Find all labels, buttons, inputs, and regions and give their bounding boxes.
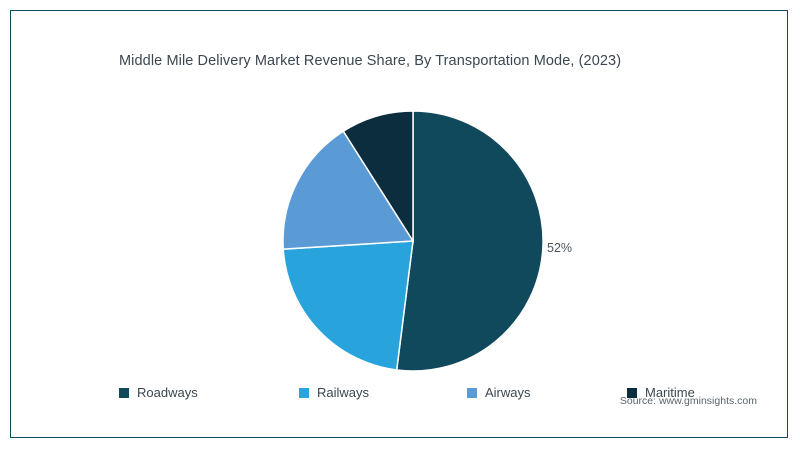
- slice-value-label: 52%: [547, 241, 573, 255]
- legend-label: Railways: [317, 385, 370, 400]
- pie-svg: [282, 110, 544, 372]
- chart-legend: Roadways Railways Airways Maritime: [119, 385, 719, 405]
- legend-swatch-icon: [119, 387, 129, 398]
- legend-item-roadways[interactable]: Roadways: [119, 385, 198, 400]
- legend-label: Roadways: [137, 385, 198, 400]
- legend-swatch-icon: [299, 387, 309, 398]
- pie-slice-roadways[interactable]: [395, 110, 544, 372]
- legend-item-railways[interactable]: Railways: [299, 385, 369, 400]
- pie-chart: [281, 109, 545, 373]
- chart-title: Middle Mile Delivery Market Revenue Shar…: [119, 53, 622, 69]
- legend-label: Airways: [485, 385, 531, 400]
- legend-swatch-icon: [467, 387, 477, 398]
- legend-item-maritime[interactable]: Maritime: [627, 385, 695, 400]
- legend-label: Maritime: [645, 385, 695, 400]
- pie-slice-maritime[interactable]: [342, 110, 414, 244]
- pie-slice-railways[interactable]: [282, 240, 414, 371]
- legend-swatch-icon: [627, 387, 637, 398]
- chart-frame: Middle Mile Delivery Market Revenue Shar…: [10, 10, 788, 438]
- source-attribution: Source: www.gminsights.com: [619, 395, 757, 407]
- pie-slice-airways[interactable]: [282, 130, 415, 250]
- legend-item-airways[interactable]: Airways: [467, 385, 531, 400]
